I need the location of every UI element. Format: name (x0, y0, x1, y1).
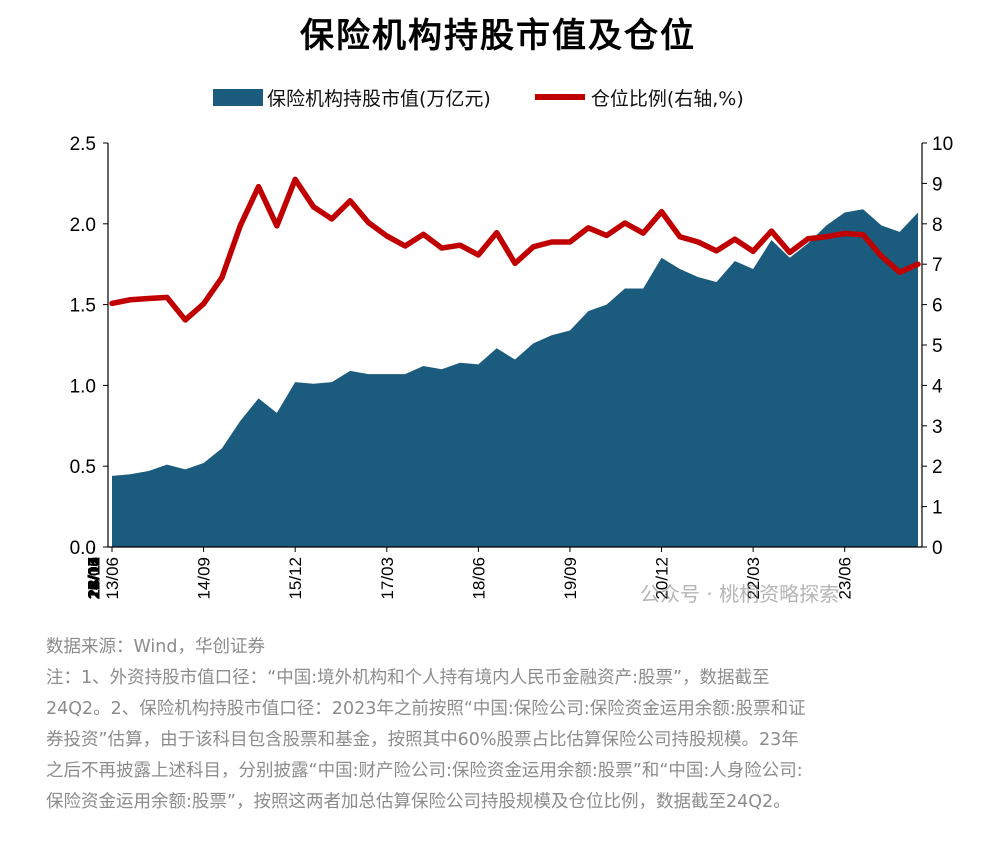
x-tick-label: 15/12 (286, 557, 305, 600)
x-tick-label: 18/01 (85, 557, 104, 600)
legend-item-area: 保险机构持股市值(万亿元) (213, 84, 491, 111)
x-tick-label: 17/03 (378, 557, 397, 600)
chart-plot: 0.0 0.5 1.0 1.5 2.0 2.5 0 1 2 3 4 5 6 7 8 9 10 13/0613/11… (70, 134, 954, 600)
x-tick-label: 18/06 (469, 557, 488, 600)
legend-label-area: 保险机构持股市值(万亿元) (267, 87, 491, 110)
y-right-tick-label: 5 (932, 336, 943, 357)
watermark: 公众号 · 桃桐资略探索 (640, 582, 840, 606)
y-left-tick-label: 2.5 (70, 134, 96, 155)
note-line: 券投资”估算，由于该科目包含股票和基金，按照其中60%股票占比估算保险公司持股规… (46, 730, 799, 750)
legend-label-line: 仓位比例(右轴,%) (590, 87, 744, 110)
notes: 数据来源：Wind，华创证券 注：1、外资持股市值口径：“中国:境外机构和个人持… (46, 632, 982, 818)
x-tick-label: 19/09 (561, 557, 580, 600)
y-left-tick-label: 0.0 (70, 538, 96, 559)
x-tick-label: 19/04 (85, 557, 104, 600)
legend: 保险机构持股市值(万亿元) 仓位比例(右轴,%) (213, 82, 788, 112)
chart-title: 保险机构持股市值及仓位 (300, 16, 696, 56)
x-tick-label: 20/07 (85, 557, 104, 600)
y-right-tick-label: 6 (932, 296, 943, 317)
note-line: 之后不再披露上述科目，分别披露“中国:财产险公司:保险资金运用余额:股票”和“中… (46, 761, 803, 781)
x-tick-label: 18/11 (85, 557, 104, 598)
x-tick-label: 15/02 (85, 557, 104, 600)
source-note: 数据来源：Wind，华创证券 (46, 637, 265, 657)
x-tick-label: 22/08 (85, 557, 104, 600)
x-tick-label: 23/06 (836, 557, 855, 600)
x-tick-label: 20/02 (85, 557, 104, 600)
y-right-tick-label: 8 (932, 215, 943, 236)
line-series-position-ratio (109, 176, 921, 323)
y-left-tick-label: 0.5 (70, 457, 96, 478)
legend-swatch-area (213, 88, 263, 106)
y-right-tick-label: 9 (932, 174, 943, 195)
x-tick-label: 23/01 (85, 557, 104, 600)
y-right-tick-label: 4 (932, 376, 943, 397)
x-tick-label: 24/04 (85, 557, 104, 600)
y-left-tick-label: 1.5 (70, 296, 96, 317)
y-right-tick-label: 7 (932, 255, 943, 276)
x-tick-label: 22/03 (744, 557, 763, 600)
note-line: 24Q2。2、保险机构持股市值口径：2023年之前按照“中国:保险公司:保险资金… (46, 699, 806, 719)
legend-swatch-line (534, 94, 585, 100)
x-tick-label: 17/08 (85, 557, 104, 600)
area-series-holdings (112, 209, 918, 548)
y-right-tick-label: 0 (932, 538, 943, 559)
y-right-tick-label: 1 (932, 498, 943, 519)
note-line: 注：1、外资持股市值口径：“中国:境外机构和个人持有境内人民币金融资产:股票”，… (46, 668, 770, 688)
legend-item-line: 仓位比例(右轴,%) (534, 84, 744, 111)
note-line: 保险资金运用余额:股票”，按照这两者加总估算保险公司持股规模及仓位比例，数据截至… (46, 792, 791, 812)
x-tick-label: 16/10 (85, 557, 104, 600)
y-right-tick-label: 3 (932, 417, 943, 438)
x-tick-label: 13/06 (103, 557, 122, 600)
x-tick-label: 16/05 (85, 557, 104, 600)
y-left-tick-label: 2.0 (70, 215, 96, 236)
x-tick-label: 15/07 (85, 557, 104, 600)
y-right-tick-label: 2 (932, 457, 943, 478)
x-tick-label: 21/05 (85, 557, 104, 600)
x-tick-label: 23/11 (85, 557, 104, 598)
x-tick-label: 13/11 (85, 557, 104, 598)
x-tick-label: 14/04 (85, 557, 104, 600)
y-left-tick-label: 1.0 (70, 376, 96, 397)
x-tick-label: 14/09 (195, 557, 214, 600)
y-right-tick-label: 10 (932, 134, 953, 155)
x-tick-label: 21/10 (85, 557, 104, 600)
x-tick-label: 20/12 (653, 557, 672, 600)
